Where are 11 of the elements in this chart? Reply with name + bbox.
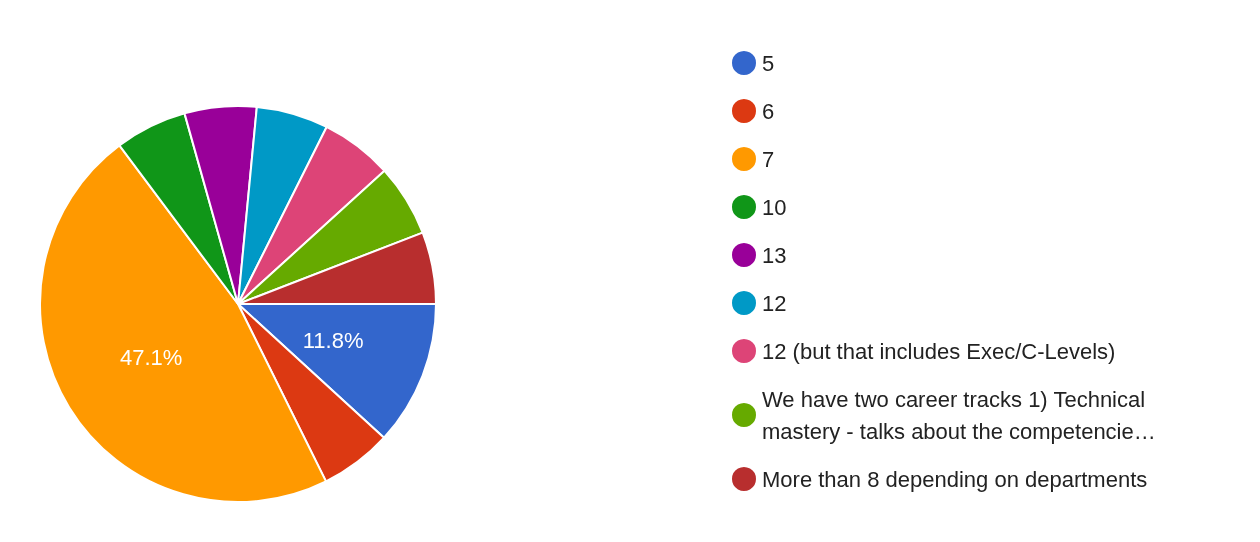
data-label: 47.1% <box>119 344 183 370</box>
legend-label: 12 (but that includes Exec/C-Levels) <box>762 338 1116 364</box>
legend-label: 13 <box>762 242 787 268</box>
legend-label: 10 <box>762 194 787 220</box>
legend-label: 5 <box>762 50 775 76</box>
legend-label: 6 <box>762 98 775 124</box>
legend-label: 7 <box>762 146 775 172</box>
legend-label: 12 <box>762 290 787 316</box>
legend-label: We have two career tracks 1) Technical mastery - talks about the competencie… <box>762 386 1156 444</box>
legend-label: More than 8 depending on departments <box>762 466 1148 492</box>
data-label: 11.8% <box>302 328 364 354</box>
